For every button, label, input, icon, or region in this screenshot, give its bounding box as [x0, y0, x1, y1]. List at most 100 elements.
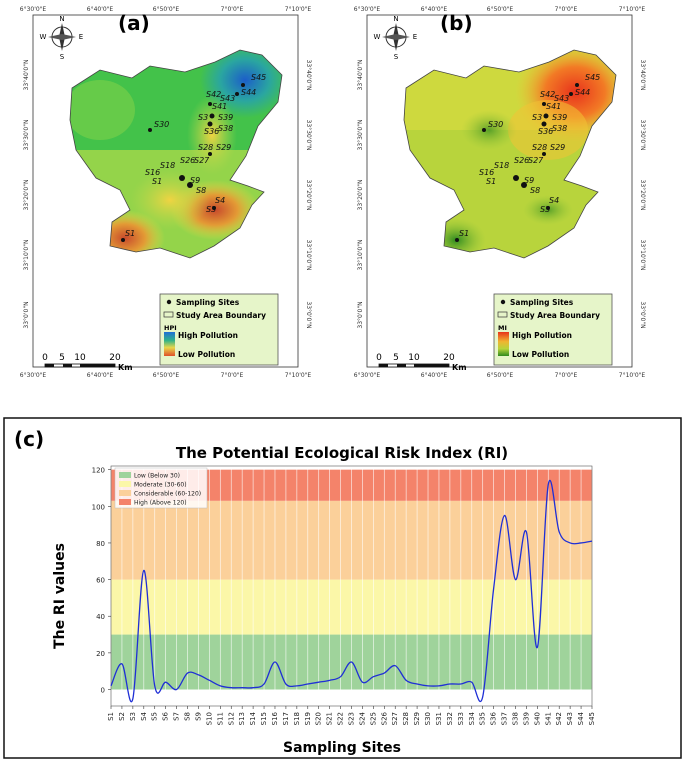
- site-label: S16: [479, 168, 494, 177]
- x-tick-label: S6: [162, 711, 170, 720]
- y-tick-label: 120: [92, 467, 105, 475]
- y-tick-label: 80: [96, 540, 105, 548]
- map-a-x-tick-bottom: 6°50'0"E: [153, 372, 180, 379]
- bands-legend-label: High (Above 120): [134, 500, 187, 507]
- site-label: S3: [532, 113, 542, 122]
- scale-b-tick: 0: [376, 353, 382, 363]
- x-tick-label: S4: [140, 711, 148, 720]
- site-point: [187, 182, 193, 188]
- site-point: [179, 175, 185, 181]
- site-label: S42: [540, 90, 555, 99]
- map-a-x-tick-top: 6°40'0"E: [87, 6, 114, 13]
- x-tick-label: S35: [479, 712, 487, 725]
- legend-a-sites: Sampling Sites: [176, 298, 240, 307]
- map-b-y-tick-right: 33°30'0"N: [639, 120, 646, 151]
- site-label: S8: [530, 186, 540, 195]
- site-point: [148, 128, 152, 132]
- x-tick-label: S16: [271, 711, 279, 725]
- legend-a-boundary: Study Area Boundary: [176, 311, 266, 320]
- site-label: S1: [459, 229, 469, 238]
- site-label: S36: [204, 127, 219, 136]
- scale-b-tick: 20: [443, 353, 455, 363]
- panel-c: (c) The Potential Ecological Risk Index …: [3, 417, 682, 759]
- legend-a-colorbar: [164, 332, 175, 356]
- legend-b-high: High Pollution: [512, 331, 572, 340]
- map-b-y-tick-left: 33°20'0"N: [357, 180, 364, 211]
- x-tick-label: S20: [315, 712, 323, 725]
- site-label: S29: [550, 143, 565, 152]
- x-tick-label: S34: [468, 711, 476, 725]
- site-label: S9: [524, 176, 534, 185]
- map-a-y-tick-right: 33°10'0"N: [305, 240, 312, 271]
- bands-legend-label: Moderate (30-60): [134, 482, 187, 489]
- sampling-sites-b: S45 S44 S42 S43 S41 S3 S39 S36 S38 S30 S…: [455, 73, 600, 242]
- bands-legend-label: Low (Below 30): [134, 473, 180, 480]
- x-tick-label: S39: [522, 712, 530, 725]
- map-b-x-tick-bottom: 7°0'0"E: [555, 372, 578, 379]
- site-label: S44: [241, 88, 256, 97]
- legend-b-colorbar: [498, 332, 509, 356]
- site-label: S8: [196, 186, 206, 195]
- x-tick-label: S37: [501, 712, 509, 725]
- site-point: [542, 152, 546, 156]
- scale-a-tick: 10: [74, 353, 86, 363]
- site-point: [212, 206, 216, 210]
- map-b-y-tick-left: 33°10'0"N: [357, 240, 364, 271]
- map-a-x-ticks: 6°30'0"E 6°40'0"E 6°50'0"E 7°0'0"E 7°10'…: [20, 6, 312, 379]
- map-a-y-tick-right: 33°40'0"N: [305, 60, 312, 91]
- scale-a-tick: 5: [59, 353, 65, 363]
- x-tick-label: S29: [413, 712, 421, 725]
- scale-a-unit: Km: [118, 363, 133, 372]
- x-tick-label: S9: [194, 712, 202, 721]
- site-label: S26: [180, 156, 195, 165]
- site-label: S9: [190, 176, 200, 185]
- site-label: S29: [216, 143, 231, 152]
- y-axis-ticks: 0 20 40 60 80 100 120: [92, 467, 111, 695]
- legend-b-low: Low Pollution: [512, 350, 569, 359]
- x-tick-label: S7: [173, 712, 181, 721]
- x-tick-label: S22: [337, 712, 345, 725]
- site-point: [546, 206, 550, 210]
- x-tick-label: S8: [184, 712, 192, 721]
- map-a-y-tick-right: 33°30'0"N: [305, 120, 312, 151]
- map-b-x-tick-top: 6°30'0"E: [354, 6, 381, 13]
- x-tick-label: S36: [490, 711, 498, 725]
- x-tick-label: S40: [533, 712, 541, 725]
- bands-legend-swatch: [119, 472, 131, 478]
- map-a-y-tick-left: 33°20'0"N: [23, 180, 30, 211]
- site-label: S39: [218, 113, 233, 122]
- scale-a-tick: 0: [42, 353, 48, 363]
- x-tick-label: S2: [118, 712, 126, 721]
- site-label: S38: [552, 124, 567, 133]
- site-point: [235, 92, 239, 96]
- site-label: S28: [532, 143, 547, 152]
- x-tick-label: S5: [151, 712, 159, 721]
- map-a-y-tick-right: 33°0'0"N: [305, 301, 312, 328]
- map-a-x-tick-bottom: 6°40'0"E: [87, 372, 114, 379]
- sampling-sites-a: S45 S44 S42 S43 S41 S3 S39 S36 S38 S30 S…: [121, 73, 266, 242]
- map-a-x-tick-bottom: 7°10'0"E: [285, 372, 312, 379]
- map-a-x-tick-top: 6°50'0"E: [153, 6, 180, 13]
- x-tick-label: S24: [358, 711, 366, 725]
- map-a-y-tick-left: 33°30'0"N: [23, 120, 30, 151]
- x-tick-label: S38: [511, 712, 519, 725]
- map-b-x-tick-top: 7°0'0"E: [555, 6, 578, 13]
- panel-a: (a) N S E W 6°30'0"E 6°40'0"E 6°50'0"E 7…: [20, 6, 312, 379]
- x-tick-label: S33: [457, 712, 465, 725]
- panel-c-label: (c): [14, 427, 44, 451]
- compass-a-w: W: [40, 33, 47, 41]
- legend-a-high: High Pollution: [178, 331, 238, 340]
- site-label: S16: [145, 168, 160, 177]
- y-tick-label: 20: [96, 650, 105, 658]
- y-axis-label: The RI values: [52, 543, 68, 649]
- x-axis-ticks: S1 S2 S3 S4 S5 S6 S7 S8 S9 S10 S11 S12 S13 S14 S15 S16 S…: [107, 706, 596, 725]
- y-tick-label: 60: [96, 577, 105, 585]
- site-label: S1: [125, 229, 135, 238]
- map-b-y-tick-right: 33°20'0"N: [639, 180, 646, 211]
- legend-b-boundary: Study Area Boundary: [510, 311, 600, 320]
- panel-b: (b) N S E W 6°30'0"E 6°40'0"E 6°50'0"E 7…: [354, 6, 646, 379]
- compass-a: N S E W: [40, 15, 84, 61]
- site-label: S30: [488, 120, 503, 129]
- x-tick-label: S14: [249, 711, 257, 725]
